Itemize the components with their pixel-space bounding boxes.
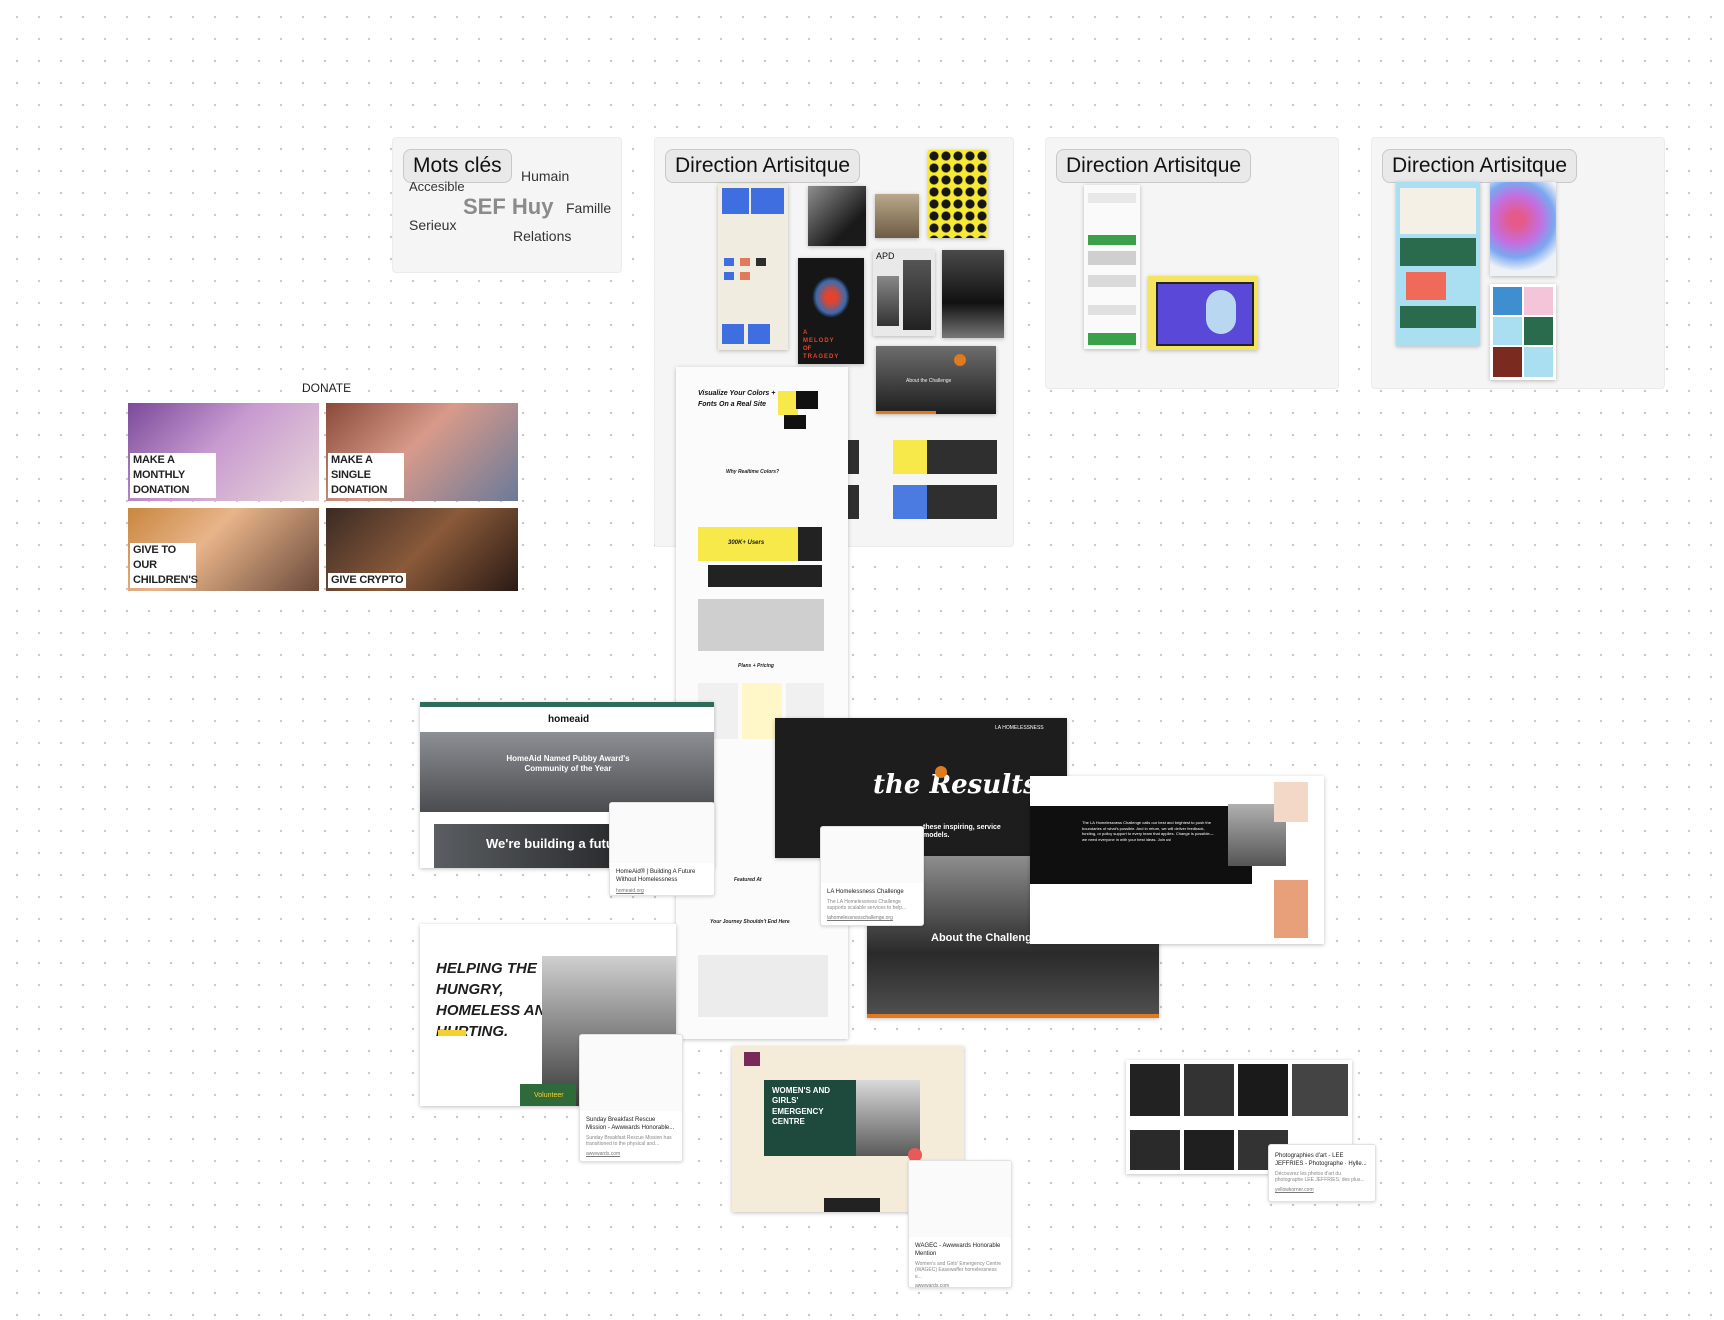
rc-footer-line: Your Journey Shouldn't End Here: [710, 919, 790, 925]
donate-tile-single-label: MAKE A SINGLE DONATION: [328, 453, 404, 498]
direction-board-1-title[interactable]: Direction Artisitque: [665, 149, 861, 183]
homeaid-link-url[interactable]: homeaid.org: [616, 887, 644, 894]
sunday-link-url[interactable]: awwwards.com: [586, 1150, 621, 1157]
wagec-link-title: WAGEC - Awwwards Honorable Mention: [915, 1243, 1001, 1257]
wagec-link-card[interactable]: WAGEC - Awwwards Honorable Mention Women…: [908, 1160, 1012, 1288]
brand-guideline-image[interactable]: [718, 184, 788, 350]
palette-row-blue[interactable]: [847, 485, 997, 519]
gradient-blob-image[interactable]: [1490, 182, 1556, 276]
la-about-title: About the Challenge: [931, 932, 1038, 944]
donate-tile-children[interactable]: GIVE TO OUR CHILDREN'S: [128, 508, 319, 591]
pattern-tiles-image[interactable]: [1490, 284, 1556, 380]
keyword-famille: Famille: [566, 200, 612, 216]
keywords-board[interactable]: Mots clés Humain Accesible SEF Huy Famil…: [392, 137, 622, 273]
rc-featured: Featured At: [734, 877, 762, 883]
wagec-headline: WOMEN'S AND GIRLS' EMERGENCY CENTRE: [772, 1086, 831, 1127]
sunday-link-title: Sunday Breakfast Rescue Mission - Awwwar…: [586, 1117, 675, 1131]
direction-board-2-title[interactable]: Direction Artisitque: [1056, 149, 1252, 183]
wagec-screenshot[interactable]: WOMEN'S AND GIRLS' EMERGENCY CENTRE: [732, 1046, 964, 1212]
homeaid-link-card[interactable]: HomeAid® | Building A Future Without Hom…: [609, 802, 715, 896]
yellow-dots-poster[interactable]: [928, 150, 988, 238]
swatch-blue[interactable]: [893, 485, 927, 519]
melody-text-4: TRAGEDY: [803, 354, 840, 360]
la-results-sub: these inspiring, service models.: [923, 824, 1001, 840]
donate-tile-children-label: GIVE TO OUR CHILDREN'S: [130, 543, 198, 588]
homeaid-tagline: We're building a future without homeless…: [486, 836, 626, 851]
la-quote-screenshot[interactable]: The LA Homelessness Challenge calls our …: [1030, 776, 1324, 944]
wagec-link-desc: Women's and Girls' Emergency Centre (WAG…: [915, 1260, 1002, 1280]
palette-row-yellow[interactable]: [847, 440, 997, 474]
direction-board-3-title[interactable]: Direction Artisitque: [1382, 149, 1578, 183]
la-brand: LA HOMELESSNESS: [995, 725, 1044, 731]
portrait-photo[interactable]: [808, 186, 866, 246]
rc-headline: Visualize Your Colors + Fonts On a Real …: [698, 390, 776, 408]
sunday-link-card[interactable]: Sunday Breakfast Rescue Mission - Awwwar…: [579, 1034, 683, 1162]
keyword-accesible: Accesible: [409, 179, 465, 194]
melody-text-1: A: [803, 330, 808, 336]
keywords-board-title[interactable]: Mots clés: [403, 149, 512, 183]
sunday-volunteer[interactable]: Volunteer: [534, 1092, 564, 1099]
lee-jeffries-link-url[interactable]: yellowkorner.com: [1275, 1186, 1314, 1193]
keyword-serieux: Serieux: [409, 217, 457, 233]
la-quote-text: The LA Homelessness Challenge calls our …: [1082, 820, 1214, 842]
swatch-white-1[interactable]: [859, 440, 893, 474]
keyword-sef-huy: SEF Huy: [463, 194, 554, 219]
melody-text-2: MELODY: [803, 338, 835, 344]
rc-why: Why Realtime Colors?: [726, 469, 780, 475]
green-site-screenshot[interactable]: [1084, 185, 1140, 349]
keyword-humain: Humain: [521, 168, 570, 184]
apd-label: APD: [876, 251, 895, 261]
donate-tile-monthly[interactable]: MAKE A MONTHLY DONATION: [128, 403, 319, 501]
challenge-caption: About the Challenge: [906, 378, 952, 384]
keyword-relations: Relations: [513, 228, 572, 244]
la-results-headline: the Results: [873, 770, 1038, 800]
rc-plans: Plans + Pricing: [738, 663, 774, 669]
painting-photo[interactable]: [875, 194, 919, 238]
teal-site-screenshot[interactable]: [1396, 182, 1480, 346]
la-link-title: LA Homelessness Challenge: [827, 889, 904, 895]
wagec-link-url[interactable]: awwwards.com: [915, 1283, 950, 1288]
lee-jeffries-screenshot[interactable]: [1126, 1060, 1352, 1174]
homeaid-link-title: HomeAid® | Building A Future Without Hom…: [616, 869, 696, 883]
donate-tile-monthly-label: MAKE A MONTHLY DONATION: [130, 453, 216, 498]
swatch-dark-2[interactable]: [927, 485, 997, 519]
donate-tile-crypto-label: GIVE CRYPTO: [328, 573, 407, 588]
lee-jeffries-link-desc: Découvrez les photos d'art du photograph…: [1275, 1170, 1365, 1184]
swatch-white-2[interactable]: [859, 485, 893, 519]
swatch-yellow[interactable]: [893, 440, 927, 474]
swatch-black-1[interactable]: [847, 440, 859, 474]
street-photo[interactable]: [942, 250, 1004, 338]
melody-poster[interactable]: A MELODY OF TRAGEDY: [798, 258, 864, 364]
swatch-dark-1[interactable]: [927, 440, 997, 474]
la-link-card[interactable]: LA Homelessness Challenge The LA Homeles…: [820, 826, 924, 926]
laptop-mockup-screenshot[interactable]: [1148, 276, 1258, 350]
donate-tile-crypto[interactable]: GIVE CRYPTO: [326, 508, 518, 591]
la-link-desc: The LA Homelessness Challenge supports s…: [827, 898, 907, 912]
donate-heading: DONATE: [302, 381, 352, 395]
donate-tile-single[interactable]: MAKE A SINGLE DONATION: [326, 403, 518, 501]
la-link-url[interactable]: lahomelessnesschallenge.org: [827, 914, 893, 921]
lee-jeffries-link-card[interactable]: Photographies d'art - LEE JEFFRIES - Pho…: [1268, 1144, 1376, 1202]
homeaid-slide-title: HomeAid Named Pubby Award's Community of…: [506, 754, 630, 773]
challenge-photo[interactable]: About the Challenge: [876, 346, 996, 414]
swatch-black-2[interactable]: [847, 485, 859, 519]
lee-jeffries-link-title: Photographies d'art - LEE JEFFRIES - Pho…: [1275, 1153, 1367, 1167]
melody-text-3: OF: [803, 346, 812, 352]
apd-poster[interactable]: APD: [873, 250, 935, 336]
sunday-link-desc: Sunday Breakfast Rescue Mission has tran…: [586, 1134, 672, 1148]
homeaid-logo[interactable]: homeaid: [548, 714, 590, 725]
rc-users: 300K+ Users: [728, 540, 765, 546]
